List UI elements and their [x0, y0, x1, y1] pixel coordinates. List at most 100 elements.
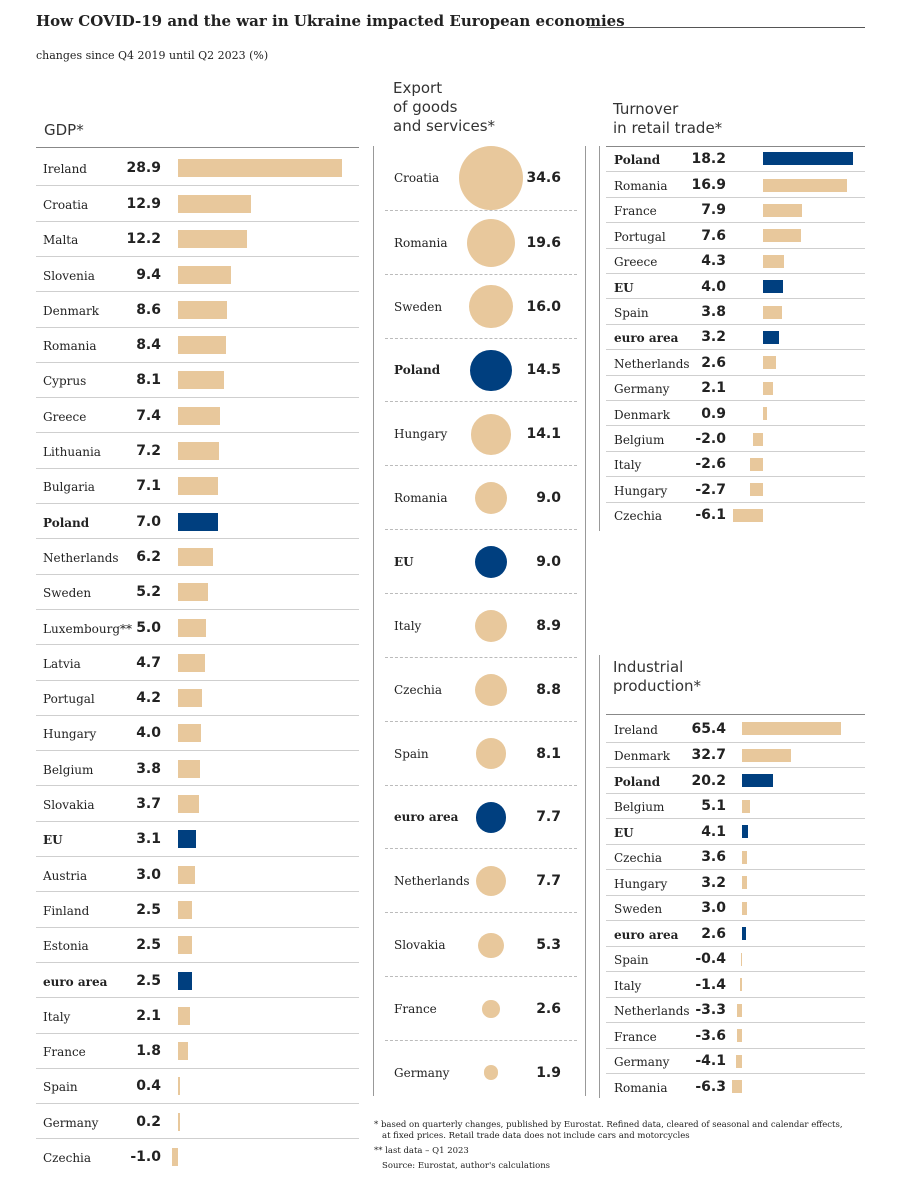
- category-label: Italy: [614, 978, 642, 993]
- bar: [763, 381, 774, 395]
- category-label: Latvia: [43, 656, 81, 671]
- category-label: Netherlands: [614, 1004, 690, 1019]
- value-label: 2.1: [701, 380, 726, 397]
- bar: [763, 407, 768, 421]
- chart-row: France 2.6: [385, 976, 577, 1040]
- value-label: 18.2: [691, 150, 726, 167]
- chart-row: EU 9.0: [385, 529, 577, 593]
- value-label: 5.1: [701, 798, 726, 815]
- chart-row: Slovakia 3.7: [36, 785, 359, 820]
- value-label: 16.0: [526, 298, 561, 315]
- category-label: Estonia: [43, 939, 89, 954]
- chart-row: Czechia -1.0: [36, 1138, 359, 1173]
- value-label: 7.7: [536, 809, 561, 826]
- chart-row: Latvia 4.7: [36, 644, 359, 679]
- value-label: 2.6: [701, 354, 726, 371]
- chart-row: Germany 1.9: [385, 1039, 577, 1104]
- category-label: Portugal: [614, 229, 666, 244]
- value-label: 2.5: [136, 972, 161, 989]
- value-label: 3.8: [701, 304, 726, 321]
- bar: [178, 900, 193, 919]
- chart-row: Bulgaria 7.1: [36, 467, 359, 503]
- chart-row: Spain 8.1: [385, 720, 577, 785]
- chart-subtitle: changes since Q4 2019 until Q2 2023 (%): [36, 49, 269, 62]
- category-label: Netherlands: [43, 550, 119, 565]
- category-label: Spain: [394, 746, 429, 761]
- bar: [763, 305, 782, 319]
- category-label: Romania: [43, 339, 97, 354]
- bar: [763, 203, 803, 217]
- value-label: 8.9: [536, 617, 561, 634]
- chart-row: Malta 12.2: [36, 220, 359, 256]
- chart-row: Czechia 8.8: [385, 656, 577, 721]
- category-label: Czechia: [43, 1151, 92, 1166]
- category-label: Italy: [394, 618, 422, 633]
- chart-row: EU 4.1: [606, 818, 865, 844]
- category-label: Greece: [43, 409, 87, 424]
- bar: [749, 483, 763, 497]
- category-label: Austria: [43, 868, 88, 883]
- category-label: Sweden: [614, 902, 663, 917]
- chart-row: Italy -1.4: [606, 971, 865, 997]
- category-label: Greece: [614, 255, 658, 270]
- chart-row: Italy 8.9: [385, 592, 577, 657]
- bubble: [475, 738, 507, 770]
- bar: [736, 1029, 742, 1043]
- exports-left-rule: [373, 146, 374, 1096]
- bubble: [478, 932, 504, 958]
- category-label: France: [43, 1045, 86, 1060]
- value-label: 2.5: [136, 901, 161, 918]
- category-label: Ireland: [43, 161, 87, 176]
- value-label: 5.3: [536, 937, 561, 954]
- chart-row: Denmark 0.9: [606, 400, 865, 425]
- bar: [178, 865, 196, 884]
- bar: [178, 512, 218, 531]
- bubble: [470, 413, 512, 455]
- chart-row: Ireland 65.4: [606, 716, 865, 742]
- bar: [178, 1077, 181, 1096]
- chart-row: Belgium 5.1: [606, 792, 865, 819]
- gdp-panel-rule: [36, 147, 359, 148]
- bar: [178, 830, 196, 849]
- value-label: 7.1: [136, 478, 161, 495]
- chart-row: Croatia 34.6: [385, 145, 577, 210]
- value-label: -4.1: [695, 1053, 726, 1070]
- bubble: [459, 145, 523, 210]
- chart-row: Poland 14.5: [385, 337, 577, 402]
- bar: [178, 724, 201, 743]
- bubble: [475, 802, 507, 833]
- bar: [763, 280, 783, 294]
- value-label: 20.2: [691, 772, 726, 789]
- category-label: EU: [394, 555, 414, 570]
- value-label: -6.1: [695, 507, 726, 524]
- category-label: Slovakia: [394, 938, 446, 953]
- retail-panel-title: Turnover in retail trade*: [613, 100, 723, 137]
- bar: [178, 442, 219, 461]
- chart-row: euro area 3.2: [606, 323, 865, 349]
- category-label: Slovakia: [43, 798, 95, 813]
- category-label: Czechia: [614, 851, 663, 866]
- category-label: EU: [614, 825, 634, 840]
- value-label: 4.2: [136, 690, 161, 707]
- category-label: Germany: [394, 1065, 450, 1080]
- bar: [178, 406, 221, 425]
- footnote-2: ** last data – Q1 2023: [374, 1146, 469, 1156]
- value-label: 4.0: [136, 725, 161, 742]
- chart-row: EU 4.0: [606, 273, 865, 298]
- value-label: -2.7: [695, 481, 726, 498]
- bar: [740, 952, 742, 966]
- chart-row: Portugal 7.6: [606, 222, 865, 247]
- bar: [742, 850, 748, 864]
- bubble: [483, 1065, 499, 1081]
- bar: [178, 158, 343, 177]
- value-label: 5.0: [136, 619, 161, 636]
- value-label: -6.3: [695, 1078, 726, 1095]
- bar: [178, 265, 232, 284]
- category-label: Denmark: [614, 407, 670, 422]
- bar: [178, 371, 224, 390]
- chart-row: Belgium -2.0: [606, 425, 865, 450]
- value-label: -1.4: [695, 976, 726, 993]
- category-label: Portugal: [43, 692, 95, 707]
- bar: [739, 978, 742, 992]
- bar: [178, 547, 214, 566]
